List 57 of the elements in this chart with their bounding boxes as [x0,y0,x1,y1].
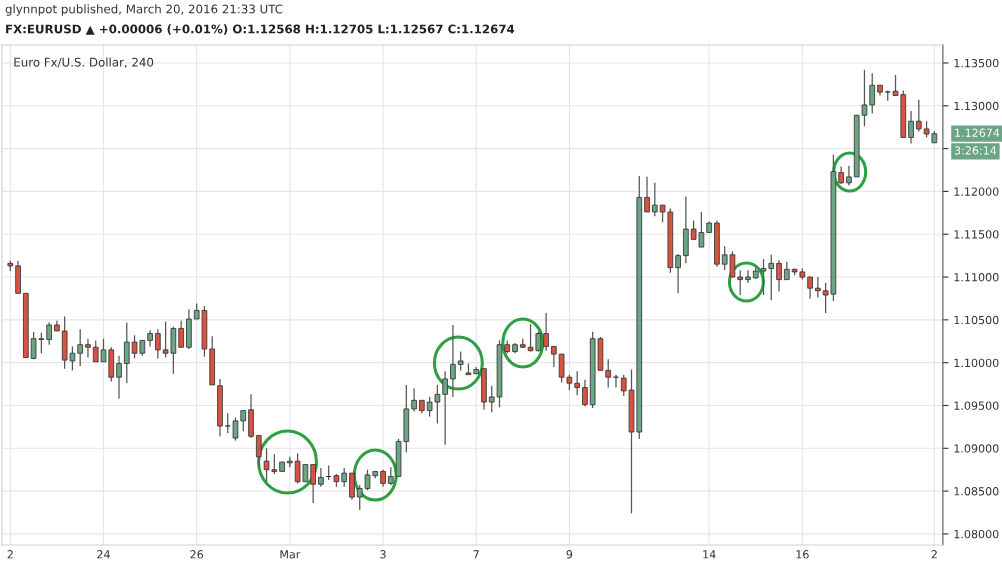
candlestick [915,99,922,133]
x-tick-label: 2 [931,550,937,559]
candlestick [574,370,580,396]
candlestick [807,276,813,300]
y-tick-label: 1.13500 [954,58,999,68]
y-tick-label: 1.08500 [954,487,999,496]
x-tick-label: 14 [703,550,716,559]
candlestick [46,321,52,346]
x-tick-label: Mar [280,550,301,559]
candlestick [178,320,184,348]
text: glynnpot published, March 20, 2016 21:33 UTC [5,4,283,16]
y-tick-label: 1.11000 [954,273,999,282]
y-tick-label: 1.12000 [954,187,999,196]
candlestick [908,110,914,145]
candlestick [155,328,161,360]
candlestick [543,312,549,352]
candlestick [349,472,355,501]
candlestick [442,370,448,446]
candlestick [287,456,293,468]
candlestick [341,467,348,488]
y-tick-label: 1.13000 [954,101,999,111]
candlestick [675,253,681,294]
x-tick-label: 9 [566,550,573,559]
y-tick-label: 1.11500 [954,230,999,239]
candlestick [776,259,782,293]
candlestick [582,379,588,407]
x-tick-label: 7 [473,550,479,559]
candlestick [318,467,324,488]
x-tick-label: 3 [380,550,386,559]
x-tick-label: 24 [97,550,110,559]
x-tick-label: 2 [7,550,13,559]
candlestick [85,338,91,359]
y-tick-label: 1.10500 [954,315,999,325]
candlestick [450,324,456,398]
text: 3:26:14 [954,146,997,155]
text: Euro Fx/U.S. Dollar, 240 [14,57,154,68]
candlestick [255,434,262,467]
candlestick [651,182,658,217]
y-tick-label: 1.09000 [954,444,999,453]
candlestick [815,276,821,299]
y-tick-label: 1.10000 [954,358,999,368]
candlestick [310,463,316,504]
candlestick [745,269,751,284]
y-tick-label: 1.09500 [954,401,999,410]
x-tick-label: 26 [190,550,204,559]
candlestick [457,350,464,372]
candlestick [551,345,557,368]
candlestick [411,387,417,413]
candlestick [846,165,852,187]
text: 1.12674 [955,128,1000,137]
candlestick [644,176,650,213]
candlestick [116,355,122,400]
candlestick [77,328,84,367]
candlestick [613,374,619,389]
x-tick-label: 16 [796,550,809,559]
chart-subtitle: FX:EURUSD ▲ +0.00006 (+0.01%) O:1.12568 H:1.12705 L:1.12567 C:1.12674 [6,24,515,35]
y-tick-label: 1.08000 [954,529,999,539]
